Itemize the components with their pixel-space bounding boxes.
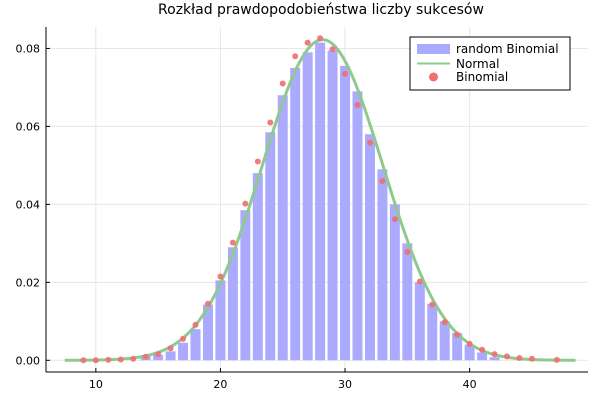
point-15 [155,351,162,358]
legend-swatch-binomial [429,72,438,82]
point-47 [553,356,560,363]
point-26 [292,53,299,60]
x-tick-label-2: 30 [338,378,352,391]
legend-label-random-binomial: random Binomial [456,42,559,56]
point-20 [217,273,224,280]
legend-swatch-random-binomial [417,44,450,54]
bar-37 [427,303,438,361]
point-29 [329,46,336,53]
bar-15 [153,354,164,361]
x-tick-label-3: 40 [463,378,477,391]
bar-18 [190,329,201,361]
legend-label-binomial: Binomial [456,70,508,84]
point-31 [354,101,361,108]
y-tick-label-3: 0.06 [16,120,41,133]
bar-30 [340,65,351,361]
bar-39 [452,333,463,361]
point-40 [466,340,473,347]
bar-26 [290,67,301,361]
point-10 [92,357,99,364]
point-37 [429,301,436,308]
bar-16 [165,351,176,361]
point-43 [504,353,511,360]
bar-17 [178,342,189,361]
bar-40 [464,344,475,361]
bar-35 [402,243,413,361]
y-tick-label-2: 0.04 [16,198,41,211]
point-24 [267,119,274,126]
point-9 [80,357,87,364]
point-42 [491,351,498,358]
bar-41 [477,352,488,361]
bar-20 [215,280,226,361]
point-33 [379,177,386,184]
x-tick-label-0: 10 [89,378,103,391]
point-35 [404,248,411,255]
point-41 [479,346,486,353]
bar-25 [277,95,288,361]
point-12 [117,356,124,363]
point-38 [441,319,448,326]
point-27 [304,39,311,46]
point-36 [416,278,423,285]
bar-31 [352,91,363,361]
y-tick-label-0: 0.00 [16,354,41,367]
bar-22 [240,210,251,361]
bar-24 [265,132,276,361]
point-22 [242,200,249,207]
y-tick-label-4: 0.08 [16,42,41,55]
point-25 [279,80,286,87]
bar-42 [489,357,500,361]
axes [45,27,588,373]
bar-21 [227,247,238,361]
bar-28 [315,42,326,361]
point-45 [528,355,535,362]
chart-title: Rozkład prawdopodobieństwa liczby sukces… [158,2,484,18]
bar-38 [439,321,450,361]
point-44 [516,354,523,361]
legend-label-normal: Normal [456,57,499,71]
x-tick-label-1: 20 [213,378,227,391]
point-11 [105,356,112,363]
bar-27 [302,52,313,361]
point-17 [180,335,187,342]
point-30 [342,70,349,77]
bar-36 [414,282,425,361]
point-13 [130,355,137,362]
x-tick-labels: 10 20 30 40 [89,378,477,391]
point-39 [454,331,461,338]
bar-32 [364,134,375,361]
bars-series [140,42,500,361]
point-14 [142,353,149,360]
point-18 [192,321,199,328]
bar-34 [389,204,400,361]
bar-19 [202,304,213,361]
bar-29 [327,50,338,361]
bar-23 [252,173,263,361]
y-tick-label-1: 0.02 [16,276,41,289]
point-32 [366,139,373,146]
binomial-series [80,35,560,364]
point-28 [317,35,324,42]
bar-33 [377,169,388,361]
y-tick-labels: 0.00 0.02 0.04 0.06 0.08 [16,42,41,367]
point-23 [254,158,261,165]
legend: random Binomial Normal Binomial [409,36,571,91]
point-19 [204,300,211,307]
point-16 [167,345,174,352]
point-21 [229,239,236,246]
point-34 [391,216,398,223]
